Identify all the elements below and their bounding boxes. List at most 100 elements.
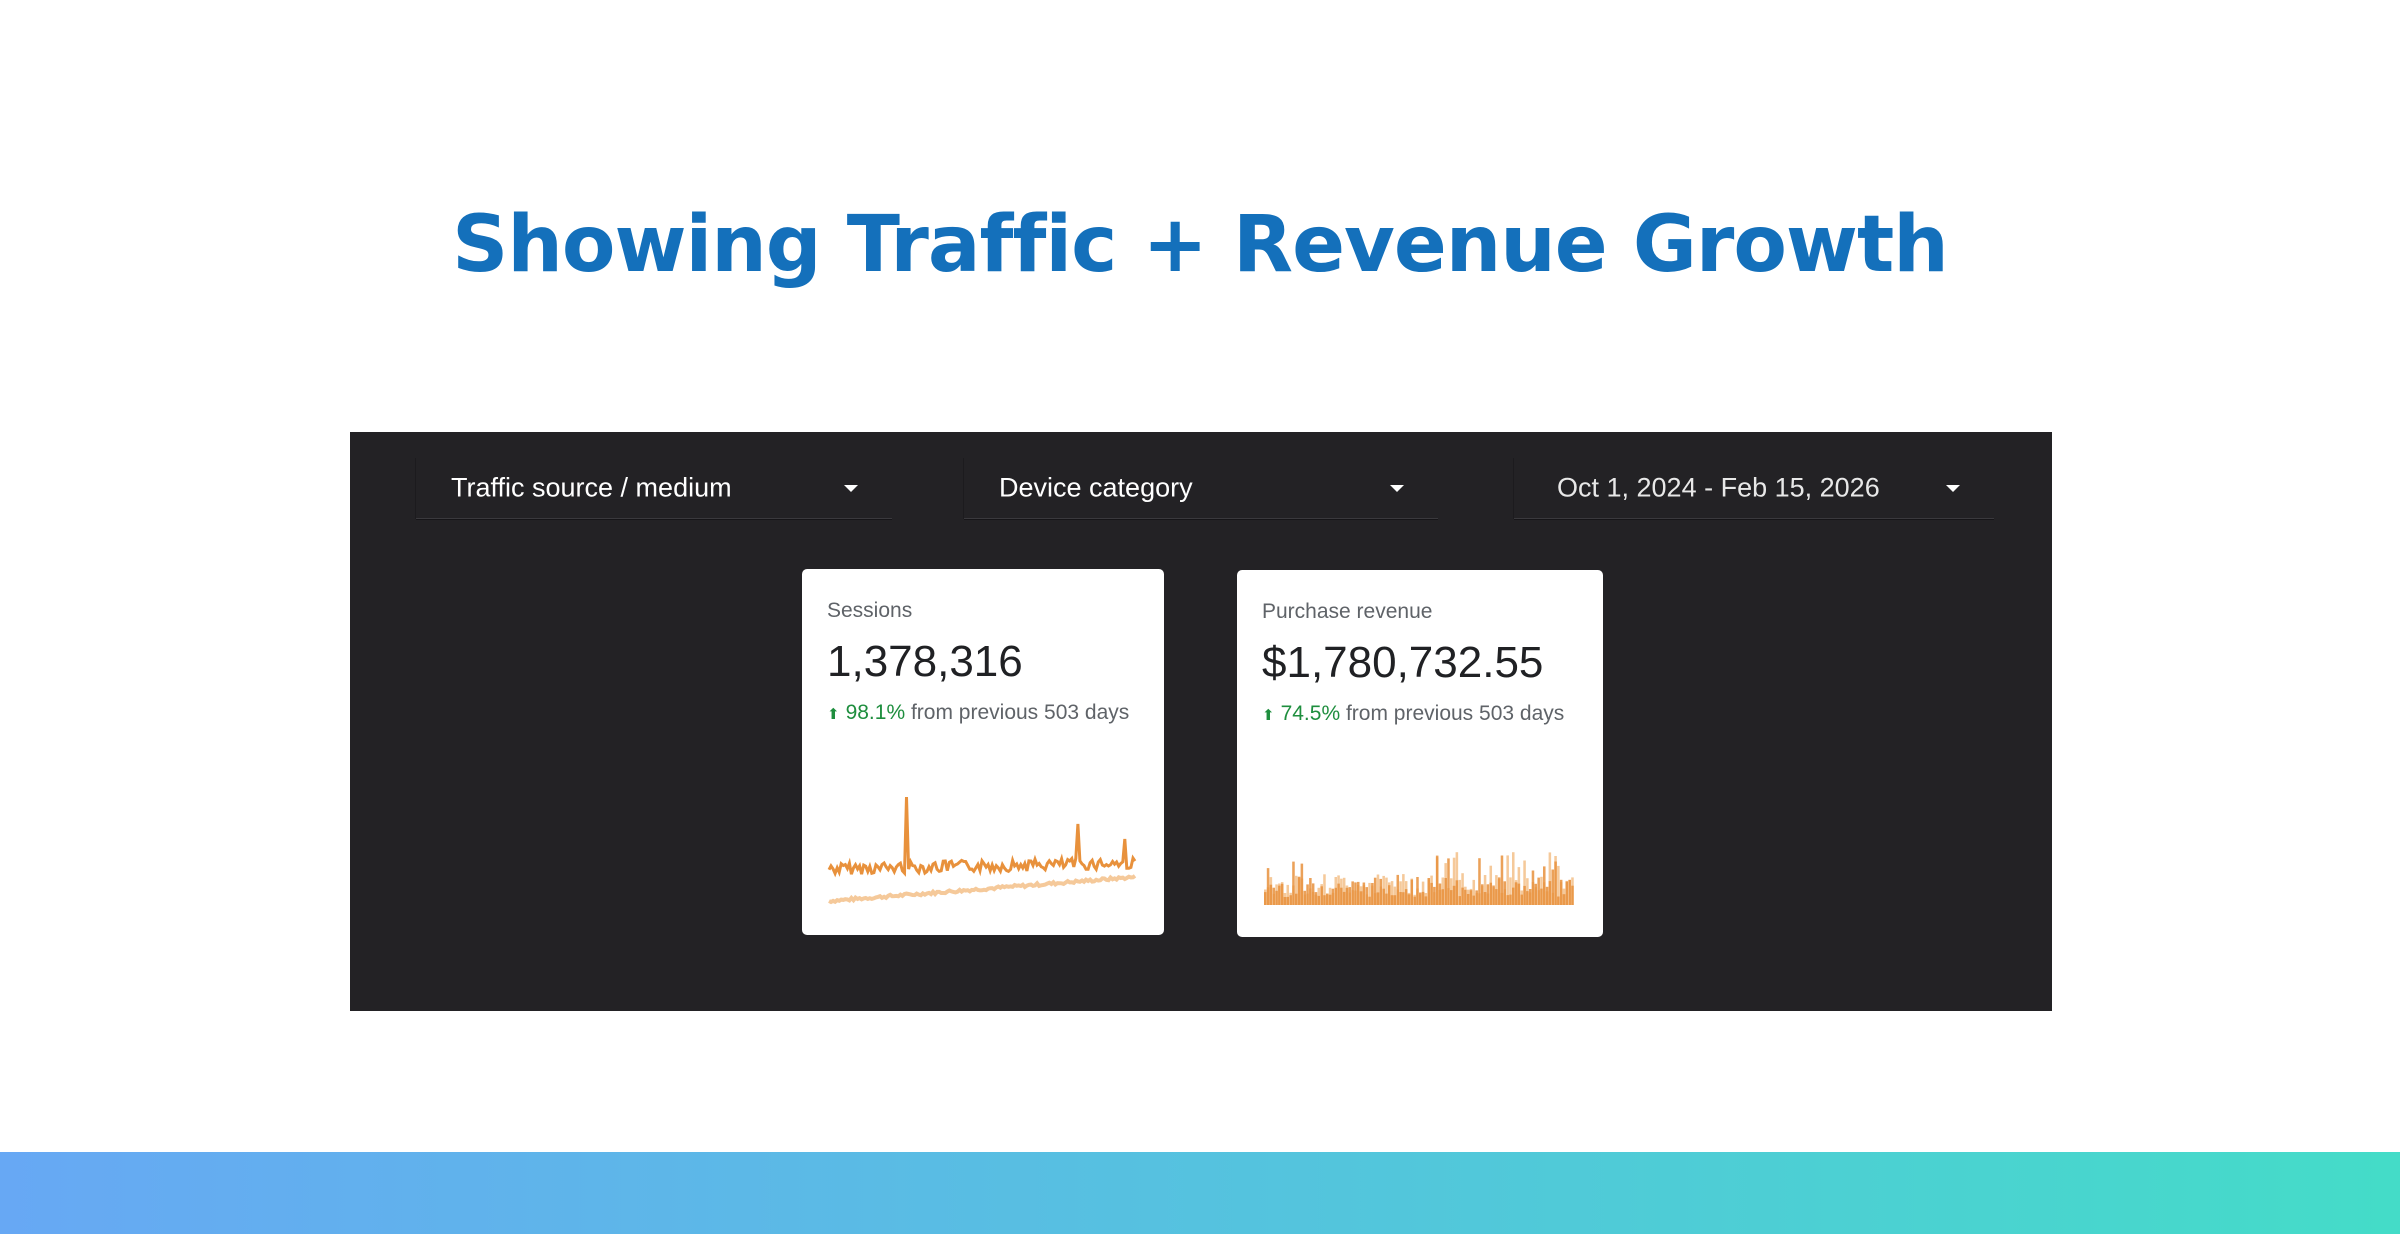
current-period-bar bbox=[1435, 855, 1439, 905]
current-period-bar bbox=[1328, 894, 1332, 905]
current-period-bar bbox=[1520, 894, 1524, 905]
current-period-bar bbox=[1534, 883, 1538, 905]
current-period-bar bbox=[1526, 891, 1529, 905]
current-period-bar bbox=[1475, 890, 1478, 905]
current-period-bar bbox=[1354, 882, 1357, 905]
current-period-bar bbox=[1393, 895, 1397, 905]
current-period-bar bbox=[1464, 889, 1467, 905]
sessions-scorecard[interactable]: Sessions 1,378,316 ⬆ 98.1% from previous … bbox=[802, 569, 1164, 935]
current-period-bar bbox=[1368, 896, 1371, 905]
current-period-bar bbox=[1269, 884, 1273, 905]
date-range-picker[interactable]: Oct 1, 2024 - Feb 15, 2026 bbox=[1514, 458, 1994, 519]
current-period-bar bbox=[1404, 889, 1408, 905]
current-period-bar bbox=[1450, 890, 1453, 905]
current-period-bar bbox=[1340, 887, 1343, 905]
current-period-bar bbox=[1551, 869, 1555, 905]
device-category-dropdown[interactable]: Device category bbox=[964, 458, 1438, 519]
current-period-bar bbox=[1275, 890, 1278, 905]
current-period-bar bbox=[1376, 892, 1380, 905]
current-period-bar bbox=[1500, 855, 1504, 905]
current-period-bar bbox=[1379, 878, 1383, 905]
current-period-bar bbox=[1478, 858, 1481, 905]
current-period-bar bbox=[1317, 895, 1321, 905]
revenue-scorecard[interactable]: Purchase revenue $1,780,732.55 ⬆ 74.5% fr… bbox=[1237, 570, 1603, 937]
current-period-bar bbox=[1492, 885, 1495, 905]
current-period-bar bbox=[1388, 885, 1391, 905]
previous-period-bar bbox=[1402, 874, 1405, 905]
current-period-bar bbox=[1427, 878, 1431, 905]
revenue-value: $1,780,732.55 bbox=[1262, 638, 1544, 687]
revenue-label: Purchase revenue bbox=[1262, 600, 1433, 623]
current-period-bar bbox=[1483, 892, 1487, 905]
current-period-bar bbox=[1548, 881, 1552, 905]
current-period-bar bbox=[1557, 896, 1560, 905]
previous-period-bar bbox=[1286, 884, 1290, 905]
previous-period-bar bbox=[1523, 860, 1526, 905]
current-period-bar bbox=[1433, 886, 1436, 905]
current-period-bar bbox=[1419, 892, 1422, 905]
revenue-sparkline bbox=[1264, 852, 1574, 905]
dashboard-panel: Traffic source / medium Device category … bbox=[350, 432, 2052, 1011]
revenue-change-text: from previous 503 days bbox=[1345, 702, 1565, 725]
current-period-bar bbox=[1568, 879, 1571, 905]
current-period-bar bbox=[1466, 894, 1470, 905]
current-period-bar bbox=[1342, 891, 1346, 905]
current-period-bar bbox=[1514, 882, 1518, 905]
previous-period-bar bbox=[1376, 874, 1380, 905]
previous-period-bar bbox=[1512, 852, 1515, 905]
current-period-bar bbox=[1295, 893, 1298, 905]
current-period-bar bbox=[1323, 895, 1326, 905]
previous-period-bar bbox=[1452, 857, 1456, 905]
up-arrow-icon: ⬆ bbox=[827, 706, 840, 723]
current-period-bar bbox=[1286, 896, 1290, 905]
previous-period-bar bbox=[1368, 882, 1371, 905]
current-period-bar bbox=[1421, 891, 1425, 905]
current-period-bar bbox=[1357, 881, 1360, 905]
current-period-bar bbox=[1486, 884, 1490, 905]
current-period-bar bbox=[1289, 895, 1292, 905]
current-period-bar bbox=[1292, 861, 1295, 905]
current-period-bar bbox=[1416, 877, 1419, 905]
current-period-bar bbox=[1438, 883, 1442, 905]
current-period-bar bbox=[1545, 886, 1549, 905]
current-period-bar bbox=[1452, 885, 1456, 905]
current-period-bar bbox=[1371, 883, 1374, 905]
current-period-bar bbox=[1326, 894, 1329, 905]
current-period-bar bbox=[1382, 888, 1385, 905]
current-period-bar bbox=[1303, 890, 1307, 905]
sessions-change-pct: 98.1% bbox=[845, 701, 906, 724]
sessions-value: 1,378,316 bbox=[827, 637, 1023, 686]
current-period-bar bbox=[1528, 889, 1532, 905]
current-period-bar bbox=[1306, 884, 1309, 905]
previous-period-bar bbox=[1472, 879, 1476, 905]
current-period-bar bbox=[1540, 888, 1543, 905]
current-period-bar bbox=[1413, 896, 1416, 905]
current-period-bar bbox=[1399, 892, 1402, 905]
sessions-change-text: from previous 503 days bbox=[910, 701, 1130, 724]
current-period-bar bbox=[1509, 894, 1512, 905]
current-period-bar bbox=[1373, 877, 1377, 905]
current-period-bar bbox=[1523, 885, 1526, 905]
previous-period-bar bbox=[1483, 875, 1487, 905]
sessions-change: ⬆ 98.1% from previous 503 days bbox=[827, 701, 1129, 725]
current-period-bar bbox=[1362, 882, 1366, 905]
current-period-bar bbox=[1410, 879, 1414, 905]
current-period-bar bbox=[1385, 893, 1388, 905]
traffic-source-dropdown[interactable]: Traffic source / medium bbox=[416, 458, 892, 519]
up-arrow-icon: ⬆ bbox=[1262, 707, 1275, 724]
current-period-line bbox=[827, 796, 1137, 878]
previous-period-bar bbox=[1323, 874, 1326, 905]
previous-period-bar bbox=[1506, 855, 1509, 905]
current-period-bar bbox=[1407, 894, 1411, 905]
dropdown-arrow-icon bbox=[1946, 485, 1960, 492]
current-period-bar bbox=[1461, 887, 1464, 905]
current-period-bar bbox=[1396, 874, 1400, 905]
current-period-bar bbox=[1481, 884, 1484, 905]
current-period-bar bbox=[1365, 887, 1369, 905]
current-period-bar bbox=[1266, 868, 1270, 905]
current-period-bar bbox=[1565, 881, 1569, 905]
page-title: Showing Traffic + Revenue Growth bbox=[452, 200, 1949, 290]
previous-period-line bbox=[828, 874, 1137, 905]
previous-period-bar bbox=[1342, 877, 1346, 905]
current-period-bar bbox=[1334, 887, 1338, 905]
